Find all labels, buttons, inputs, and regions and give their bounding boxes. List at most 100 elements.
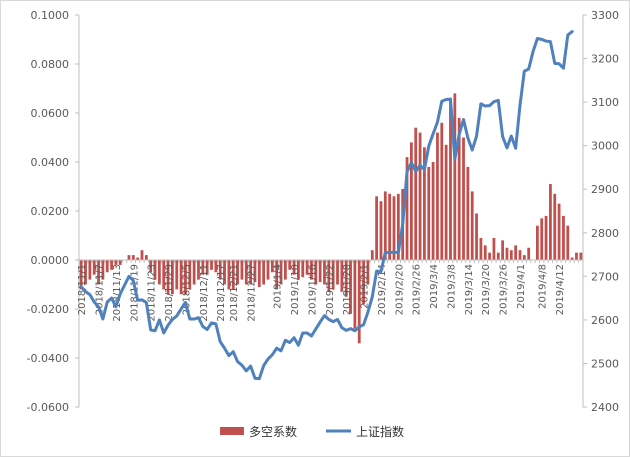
bar-105 [535, 225, 539, 260]
bar-99 [509, 250, 513, 260]
legend-label-line: 上证指数 [356, 424, 404, 439]
bar-21 [171, 260, 174, 295]
x-tick-label-6: 2018/12/5 [181, 264, 192, 315]
bar-73 [396, 193, 400, 260]
bar-79 [423, 147, 426, 260]
legend: 多空系数 上证指数 [220, 424, 404, 439]
bar-84 [444, 144, 448, 260]
bar-15 [144, 255, 148, 260]
x-tick-label-5: 2018/11/29 [164, 264, 175, 322]
bar-36 [236, 260, 239, 285]
bar-109 [553, 193, 557, 260]
right-tick-label-6: 3000 [591, 140, 619, 153]
bar-66 [366, 260, 370, 285]
right-tick-label-4: 2800 [591, 227, 619, 240]
bar-71 [388, 193, 392, 260]
bar-52 [305, 260, 309, 275]
bar-81 [431, 162, 435, 260]
bar-20 [166, 260, 170, 295]
bar-95 [492, 237, 496, 260]
bar-35 [231, 260, 235, 290]
bar-32 [218, 260, 222, 280]
right-axis-tick-labels: 2400 2500 2600 2700 2800 2900 3000 3100 3200 3300 [583, 9, 619, 414]
bar-115 [579, 252, 583, 260]
line-series-上证指数 [79, 30, 574, 381]
line-path [79, 30, 574, 381]
bar-56 [323, 260, 326, 285]
bar-72 [392, 196, 396, 260]
bar-67 [370, 250, 374, 260]
bar-5 [101, 260, 105, 280]
bar-43 [266, 260, 270, 280]
bar-38 [244, 260, 248, 285]
x-tick-label-10: 2018/12/27 [247, 264, 258, 322]
bar-23 [179, 260, 183, 295]
bar-106 [540, 218, 544, 260]
x-tick-label-19: 2019/2/26 [412, 264, 423, 315]
right-tick-label-7: 3100 [591, 96, 619, 109]
bar-89 [466, 166, 470, 260]
left-tick-label-8: 0.1000 [31, 9, 70, 22]
bar-60 [340, 260, 344, 292]
bar-103 [527, 247, 531, 260]
left-tick-label-1: -0.0400 [27, 352, 69, 365]
bar-101 [518, 250, 522, 260]
bar-87 [457, 117, 461, 261]
bar-110 [557, 203, 561, 260]
left-tick-label-0: -0.0600 [27, 401, 69, 414]
right-tick-label-2: 2600 [591, 314, 619, 327]
bar-37 [240, 260, 244, 280]
bar-97 [501, 240, 505, 260]
left-tick-label-5: 0.0400 [31, 156, 70, 169]
bar-17 [153, 260, 157, 280]
bar-44 [270, 260, 274, 273]
left-axis-tick-labels: -0.0600 -0.0400 -0.0200 0.0000 0.0200 0.0400 0… [27, 9, 79, 414]
bar-92 [479, 237, 483, 260]
right-tick-label-9: 3300 [591, 9, 619, 22]
bar-50 [297, 260, 300, 280]
bar-76 [409, 142, 413, 260]
bar-7 [110, 260, 113, 270]
bar-26 [192, 260, 196, 285]
bar-93 [483, 245, 487, 260]
x-tick-label-27: 2019/4/12 [555, 264, 566, 315]
x-tick-label-13: 2019/1/16 [307, 264, 318, 315]
bar-90 [470, 191, 474, 260]
x-axis-ticks: 2018/11/1 2018/11/7 2018/11/13 2018/11/19 20… [77, 264, 566, 322]
right-tick-label-3: 2700 [591, 270, 619, 283]
x-tick-label-22: 2019/3/14 [464, 264, 475, 315]
bar-75 [405, 157, 409, 260]
bar-65 [362, 260, 365, 305]
legend-label-bar: 多空系数 [249, 424, 297, 439]
left-tick-label-4: 0.0200 [31, 205, 70, 218]
x-tick-label-9: 2018/12/21 [229, 264, 240, 322]
bar-114 [575, 252, 578, 260]
bar-59 [336, 260, 339, 285]
bar-61 [344, 260, 348, 297]
right-tick-label-1: 2500 [591, 357, 619, 370]
bar-64 [357, 260, 361, 344]
axes [78, 15, 584, 407]
bar-49 [292, 260, 296, 275]
x-tick-label-8: 2018/12/17 [216, 264, 227, 322]
bar-34 [227, 260, 231, 290]
bar-78 [418, 132, 422, 260]
bar-2 [88, 260, 92, 280]
bar-31 [214, 260, 218, 273]
x-tick-label-23: 2019/3/20 [481, 264, 492, 315]
bar-series-多空系数 [79, 93, 583, 344]
x-tick-label-24: 2019/3/26 [499, 264, 510, 315]
bar-83 [440, 122, 444, 260]
right-tick-label-0: 2400 [591, 401, 619, 414]
x-tick-label-16: 2019/2/1 [360, 264, 371, 309]
bar-80 [427, 166, 431, 260]
x-tick-label-21: 2019/3/8 [446, 264, 457, 309]
bar-8 [114, 260, 118, 265]
x-tick-label-18: 2019/2/20 [394, 264, 405, 315]
x-tick-label-17: 2019/2/14 [377, 264, 388, 315]
bar-69 [379, 201, 383, 260]
bar-16 [149, 260, 153, 273]
bar-98 [505, 247, 509, 260]
x-tick-label-2: 2018/11/13 [112, 264, 123, 322]
